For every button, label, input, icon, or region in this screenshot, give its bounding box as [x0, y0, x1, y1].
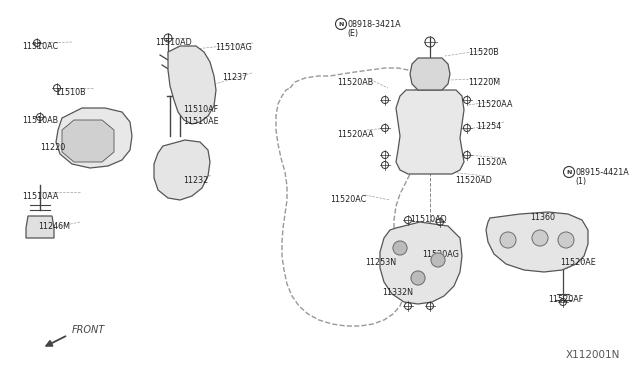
Polygon shape	[410, 58, 450, 90]
Text: 11520B: 11520B	[468, 48, 499, 57]
Polygon shape	[396, 90, 464, 174]
Text: 11510B: 11510B	[55, 88, 86, 97]
Text: 11246M: 11246M	[38, 222, 70, 231]
Text: 11520AB: 11520AB	[337, 78, 373, 87]
Text: 11220M: 11220M	[468, 78, 500, 87]
Polygon shape	[26, 216, 54, 238]
Text: 11510AF: 11510AF	[183, 105, 218, 114]
Text: 11520AF: 11520AF	[548, 295, 583, 304]
Text: N: N	[339, 22, 344, 26]
Text: 11520AD: 11520AD	[455, 176, 492, 185]
Circle shape	[500, 232, 516, 248]
Text: N: N	[566, 170, 572, 174]
Circle shape	[335, 19, 346, 29]
Text: 11253N: 11253N	[365, 258, 396, 267]
Circle shape	[558, 232, 574, 248]
Text: (1): (1)	[575, 177, 586, 186]
Text: 11237: 11237	[222, 73, 247, 82]
Text: 11332N: 11332N	[382, 288, 413, 297]
Polygon shape	[380, 222, 462, 304]
Text: 11520AA: 11520AA	[337, 130, 374, 139]
Text: 11510AD: 11510AD	[410, 215, 447, 224]
Text: 11510AG: 11510AG	[215, 43, 252, 52]
Text: FRONT: FRONT	[72, 325, 105, 335]
Polygon shape	[56, 108, 132, 168]
Circle shape	[532, 230, 548, 246]
Text: X112001N: X112001N	[566, 350, 620, 360]
Text: 11510AD: 11510AD	[155, 38, 192, 47]
Text: 11520AA: 11520AA	[476, 100, 513, 109]
Polygon shape	[486, 212, 588, 272]
Polygon shape	[62, 120, 114, 162]
Circle shape	[393, 241, 407, 255]
Text: 11510AC: 11510AC	[22, 42, 58, 51]
Circle shape	[411, 271, 425, 285]
Text: 11520AG: 11520AG	[422, 250, 459, 259]
Text: 11232: 11232	[183, 176, 208, 185]
Text: (E): (E)	[347, 29, 358, 38]
Text: 11510AE: 11510AE	[183, 117, 219, 126]
Text: 11510AB: 11510AB	[22, 116, 58, 125]
Text: 11510AA: 11510AA	[22, 192, 58, 201]
Text: 11360: 11360	[530, 213, 555, 222]
Polygon shape	[154, 140, 210, 200]
Circle shape	[563, 167, 575, 177]
Text: 11254: 11254	[476, 122, 501, 131]
Text: 11520AE: 11520AE	[560, 258, 596, 267]
Circle shape	[431, 253, 445, 267]
Text: 08915-4421A: 08915-4421A	[575, 168, 628, 177]
Polygon shape	[168, 46, 216, 124]
Text: 11520AC: 11520AC	[330, 195, 366, 204]
Text: 11220: 11220	[40, 143, 65, 152]
Text: 08918-3421A: 08918-3421A	[347, 20, 401, 29]
Text: 11520A: 11520A	[476, 158, 507, 167]
